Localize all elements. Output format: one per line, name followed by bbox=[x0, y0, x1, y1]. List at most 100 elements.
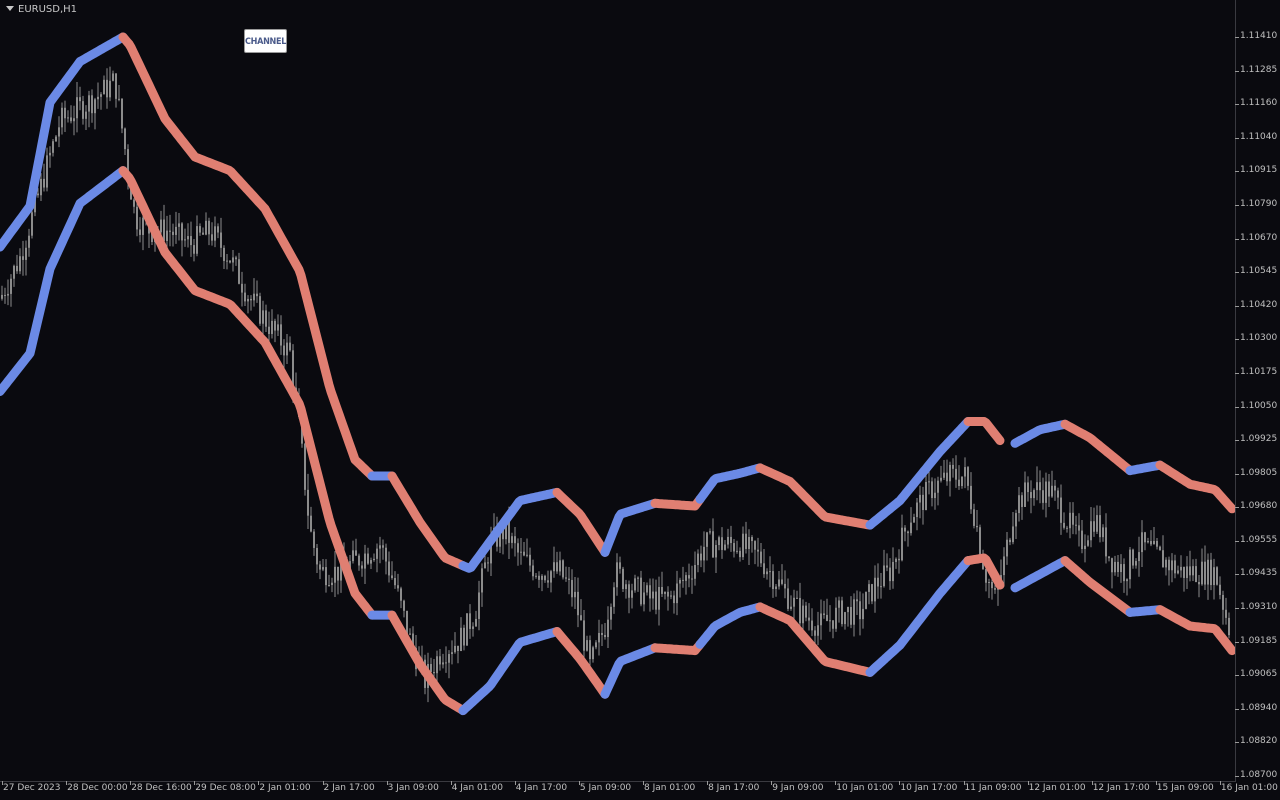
candle-body bbox=[820, 613, 822, 626]
candle-body bbox=[817, 625, 819, 636]
time-label: 9 Jan 09:00 bbox=[772, 783, 824, 793]
candle-body bbox=[208, 220, 210, 235]
candle-body bbox=[589, 640, 591, 660]
time-label: 10 Jan 17:00 bbox=[900, 783, 958, 793]
candle-body bbox=[475, 618, 477, 627]
time-tick bbox=[514, 781, 516, 785]
time-tick bbox=[450, 781, 452, 785]
candle-body bbox=[1186, 566, 1188, 578]
candle-body bbox=[778, 579, 780, 587]
candle-body bbox=[1066, 527, 1068, 529]
candle-body bbox=[391, 575, 393, 579]
candle-body bbox=[412, 633, 414, 648]
candle-body bbox=[1162, 550, 1164, 568]
candle-body bbox=[745, 533, 747, 549]
candle-body bbox=[535, 575, 537, 577]
channel-button[interactable]: CHANNEL bbox=[244, 29, 287, 53]
symbol-label[interactable]: EURUSD,H1 bbox=[6, 4, 77, 15]
price-label: 1.10300 bbox=[1240, 333, 1278, 344]
candle-body bbox=[139, 229, 141, 235]
price-tick bbox=[1235, 305, 1239, 307]
candle-body bbox=[676, 583, 678, 604]
candle-body bbox=[439, 656, 441, 665]
candle-body bbox=[598, 632, 600, 643]
candle-body bbox=[85, 111, 87, 119]
candle-body bbox=[454, 645, 456, 653]
candle-body bbox=[1018, 495, 1020, 514]
candle-body bbox=[52, 141, 54, 153]
price-label: 1.11160 bbox=[1240, 98, 1278, 109]
candle-body bbox=[568, 578, 570, 580]
lower-band-segment bbox=[552, 627, 610, 699]
chart-area[interactable]: EURUSD,H1 CHANNEL bbox=[0, 0, 1235, 781]
price-tick bbox=[1235, 608, 1239, 610]
upper-band-segment bbox=[755, 463, 875, 530]
candle-body bbox=[718, 537, 720, 546]
candle-body bbox=[832, 620, 834, 629]
candle-body bbox=[274, 320, 276, 331]
candle-body bbox=[514, 536, 516, 544]
candle-body bbox=[319, 564, 321, 570]
candle-body bbox=[709, 531, 711, 533]
candle-body bbox=[1030, 492, 1032, 499]
candle-body bbox=[991, 581, 993, 589]
candle-body bbox=[862, 608, 864, 620]
time-tick bbox=[1027, 781, 1029, 785]
candle-body bbox=[460, 627, 462, 652]
time-label: 16 Jan 01:00 bbox=[1220, 783, 1278, 793]
candle-body bbox=[706, 532, 708, 547]
candle-body bbox=[898, 558, 900, 561]
candle-body bbox=[610, 606, 612, 620]
time-tick bbox=[1219, 781, 1221, 785]
candle-body bbox=[1222, 594, 1224, 610]
candle-body bbox=[511, 536, 513, 543]
candle-body bbox=[25, 247, 27, 260]
candle-body bbox=[76, 97, 78, 119]
candle-body bbox=[550, 571, 552, 583]
time-tick bbox=[963, 781, 965, 785]
candle-body bbox=[376, 548, 378, 559]
candle-body bbox=[232, 257, 234, 263]
price-label: 1.11410 bbox=[1240, 31, 1278, 41]
candle-body bbox=[202, 232, 204, 235]
candle-body bbox=[1072, 512, 1074, 525]
candle-body bbox=[613, 587, 615, 607]
price-tick bbox=[1235, 70, 1239, 72]
price-label: 1.10420 bbox=[1240, 299, 1278, 310]
time-tick bbox=[707, 781, 709, 785]
candle-body bbox=[406, 610, 408, 635]
candle-body bbox=[1171, 560, 1173, 571]
candle-body bbox=[721, 537, 723, 550]
candle-body bbox=[922, 494, 924, 510]
time-label: 11 Jan 09:00 bbox=[964, 783, 1022, 793]
candle-body bbox=[940, 477, 942, 481]
time-label: 27 Dec 2023 bbox=[3, 783, 61, 793]
time-label: 4 Jan 17:00 bbox=[515, 783, 568, 793]
candle-body bbox=[7, 293, 9, 296]
candle-body bbox=[499, 527, 501, 547]
candle-body bbox=[949, 464, 951, 482]
candle-body bbox=[628, 584, 630, 598]
lower-band-segment bbox=[1155, 605, 1235, 656]
candle-body bbox=[487, 562, 489, 564]
chevron-down-icon[interactable] bbox=[6, 6, 14, 11]
candle-body bbox=[127, 149, 129, 177]
time-tick bbox=[130, 781, 132, 785]
candle-body bbox=[1189, 566, 1191, 576]
candle-body bbox=[769, 571, 771, 573]
price-tick bbox=[1235, 372, 1239, 374]
candle-body bbox=[529, 554, 531, 566]
candle-body bbox=[1114, 561, 1116, 573]
candle-body bbox=[448, 654, 450, 663]
candle-body bbox=[379, 545, 381, 549]
price-chart[interactable] bbox=[0, 0, 1235, 781]
candle-body bbox=[874, 577, 876, 602]
candle-body bbox=[88, 95, 90, 112]
candle-body bbox=[250, 298, 252, 301]
candle-body bbox=[799, 597, 801, 624]
candle-body bbox=[469, 613, 471, 629]
candle-body bbox=[583, 620, 585, 651]
price-label: 1.10175 bbox=[1240, 366, 1278, 377]
candle-body bbox=[1, 294, 3, 299]
candle-body bbox=[649, 585, 651, 599]
